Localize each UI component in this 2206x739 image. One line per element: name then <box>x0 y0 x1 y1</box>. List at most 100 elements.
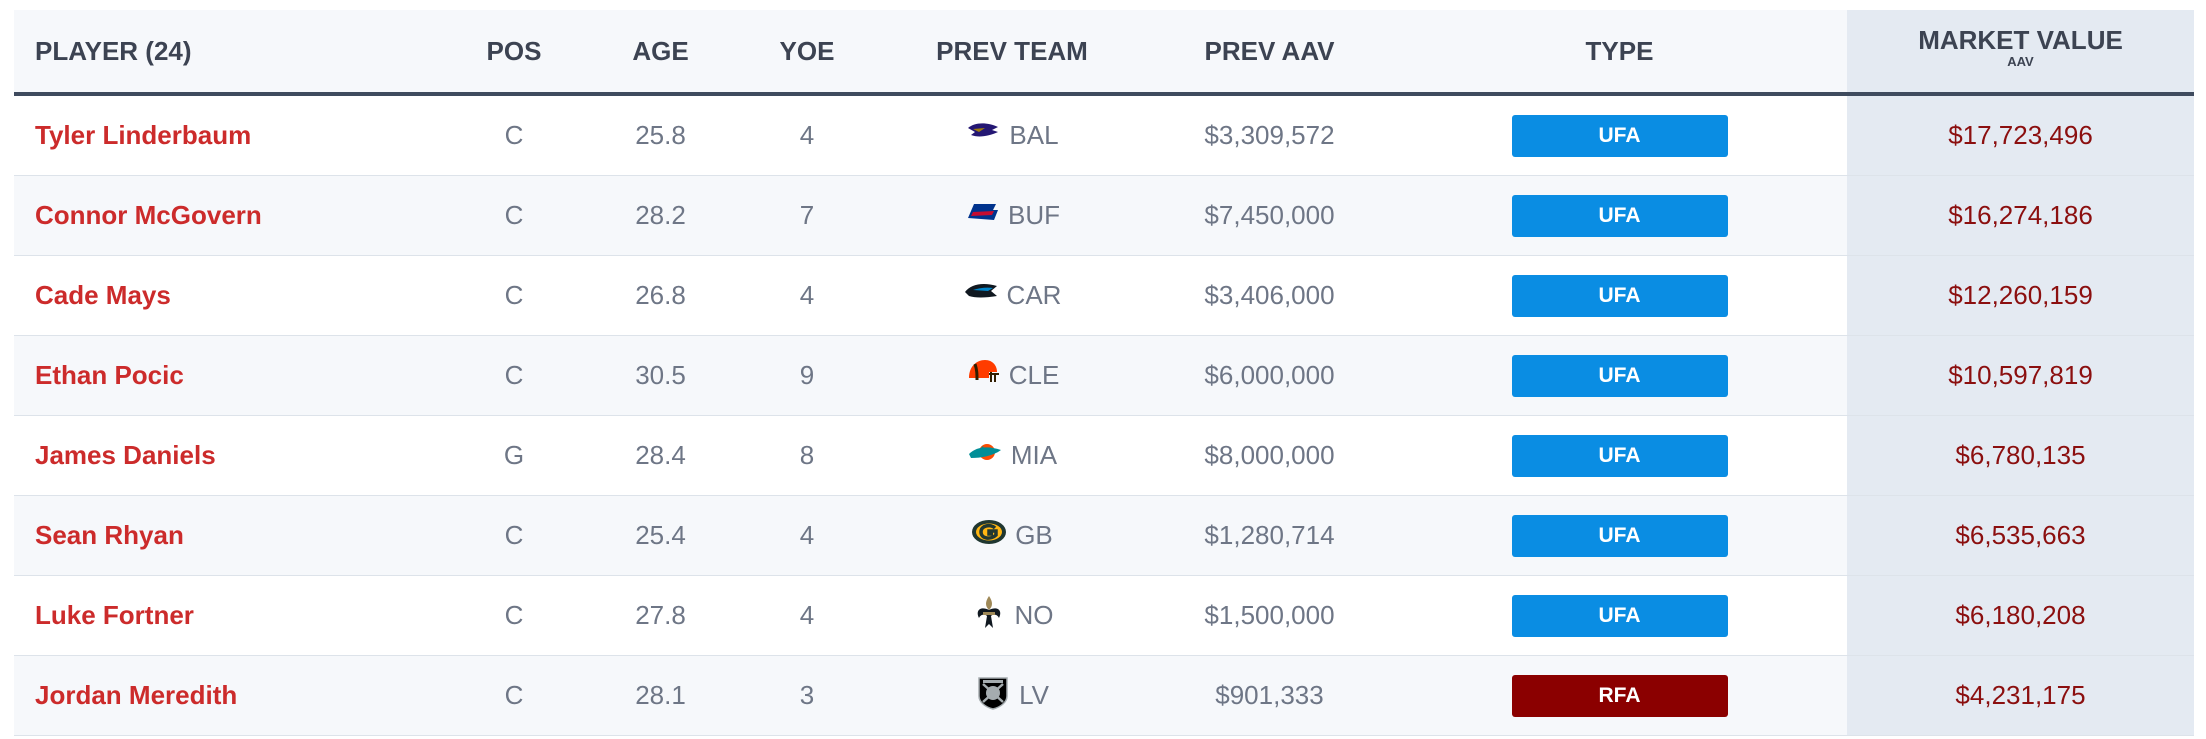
yoe-cell: 4 <box>737 94 877 176</box>
prev-aav-cell: $6,000,000 <box>1147 335 1392 416</box>
panthers-logo-icon <box>963 274 999 317</box>
type-cell: UFA <box>1392 94 1847 176</box>
prev-team-cell: BUF <box>877 175 1147 256</box>
table-header: PLAYER (24) POS AGE YOE PREV TEAM PREV A… <box>14 10 2194 96</box>
market-value-cell: $17,723,496 <box>1847 94 2194 176</box>
prev-aav-cell: $901,333 <box>1147 655 1392 736</box>
bills-logo-icon <box>964 194 1000 237</box>
table-row[interactable]: Luke Fortner C 27.8 4 NO $1,500,000 UFA $6,180,… <box>14 575 2194 656</box>
free-agent-table-container: PLAYER (24) POS AGE YOE PREV TEAM PREV A… <box>14 10 2194 736</box>
pos-cell: C <box>444 255 584 336</box>
player-name-cell[interactable]: Ethan Pocic <box>14 335 444 416</box>
prev-aav-cell: $8,000,000 <box>1147 415 1392 496</box>
age-cell: 27.8 <box>584 575 737 656</box>
type-cell: UFA <box>1392 495 1847 576</box>
player-name-link[interactable]: Connor McGovern <box>35 200 262 230</box>
pos-cell: C <box>444 335 584 416</box>
prev-team-abbr: BUF <box>1008 200 1060 230</box>
header-prev-aav[interactable]: PREV AAV <box>1147 10 1392 96</box>
type-badge: RFA <box>1511 674 1728 717</box>
type-badge: UFA <box>1511 514 1728 557</box>
table-row[interactable]: Tyler Linderbaum C 25.8 4 BAL $3,309,572 UFA $1… <box>14 94 2194 176</box>
yoe-cell: 8 <box>737 415 877 496</box>
prev-team-abbr: CAR <box>1006 280 1062 310</box>
prev-team-abbr: BAL <box>1009 120 1059 150</box>
table-row[interactable]: Connor McGovern C 28.2 7 BUF $7,450,000 UFA $16… <box>14 175 2194 256</box>
header-market-value[interactable]: MARKET VALUE AAV <box>1847 10 2194 96</box>
yoe-cell: 3 <box>737 655 877 736</box>
prev-team-abbr: MIA <box>1010 440 1058 470</box>
prev-aav-cell: $3,309,572 <box>1147 94 1392 176</box>
type-badge: UFA <box>1511 354 1728 397</box>
player-name-link[interactable]: Tyler Linderbaum <box>35 120 252 150</box>
age-cell: 26.8 <box>584 255 737 336</box>
dolphins-logo-icon <box>967 434 1003 477</box>
player-name-link[interactable]: Ethan Pocic <box>35 360 184 390</box>
header-type[interactable]: TYPE <box>1392 10 1847 96</box>
pos-cell: C <box>444 575 584 656</box>
table-row[interactable]: Sean Rhyan C 25.4 4 GB $1,280,714 UFA $6,535,66… <box>14 495 2194 576</box>
pos-cell: C <box>444 655 584 736</box>
type-cell: UFA <box>1392 575 1847 656</box>
header-player[interactable]: PLAYER (24) <box>14 10 444 96</box>
type-cell: UFA <box>1392 175 1847 256</box>
type-cell: UFA <box>1392 335 1847 416</box>
prev-team-abbr: CLE <box>1008 360 1060 390</box>
yoe-cell: 4 <box>737 575 877 656</box>
age-cell: 25.8 <box>584 94 737 176</box>
market-value-cell: $12,260,159 <box>1847 255 2194 336</box>
type-cell: RFA <box>1392 655 1847 736</box>
pos-cell: G <box>444 415 584 496</box>
type-badge: UFA <box>1511 594 1728 637</box>
player-name-cell[interactable]: Cade Mays <box>14 255 444 336</box>
market-value-cell: $6,180,208 <box>1847 575 2194 656</box>
pos-cell: C <box>444 175 584 256</box>
header-pos[interactable]: POS <box>444 10 584 96</box>
market-value-cell: $16,274,186 <box>1847 175 2194 256</box>
player-name-link[interactable]: Luke Fortner <box>35 600 194 630</box>
player-name-cell[interactable]: Jordan Meredith <box>14 655 444 736</box>
prev-team-cell: GB <box>877 495 1147 576</box>
prev-team-cell: LV <box>877 655 1147 736</box>
age-cell: 28.1 <box>584 655 737 736</box>
player-name-link[interactable]: Jordan Meredith <box>35 680 238 710</box>
type-cell: UFA <box>1392 415 1847 496</box>
header-market-value-sub: AAV <box>2007 54 2034 69</box>
header-prev-team[interactable]: PREV TEAM <box>877 10 1147 96</box>
table-row[interactable]: Ethan Pocic C 30.5 9 CLE $6,000,000 UFA $10,597… <box>14 335 2194 416</box>
table-row[interactable]: James Daniels G 28.4 8 MIA $8,000,000 UFA $6,78… <box>14 415 2194 496</box>
packers-logo-icon <box>971 514 1007 557</box>
player-name-link[interactable]: Sean Rhyan <box>35 520 184 550</box>
player-name-cell[interactable]: Luke Fortner <box>14 575 444 656</box>
pos-cell: C <box>444 94 584 176</box>
saints-logo-icon <box>971 594 1007 637</box>
player-name-cell[interactable]: Tyler Linderbaum <box>14 94 444 176</box>
header-yoe[interactable]: YOE <box>737 10 877 96</box>
header-market-value-label: MARKET VALUE <box>1918 25 2123 55</box>
player-name-link[interactable]: Cade Mays <box>35 280 171 310</box>
browns-logo-icon <box>965 354 1001 397</box>
prev-team-cell: CAR <box>877 255 1147 336</box>
prev-team-cell: BAL <box>877 94 1147 176</box>
prev-aav-cell: $7,450,000 <box>1147 175 1392 256</box>
type-badge: UFA <box>1511 114 1728 157</box>
player-name-cell[interactable]: Sean Rhyan <box>14 495 444 576</box>
prev-team-cell: MIA <box>877 415 1147 496</box>
player-name-link[interactable]: James Daniels <box>35 440 216 470</box>
type-cell: UFA <box>1392 255 1847 336</box>
prev-aav-cell: $3,406,000 <box>1147 255 1392 336</box>
player-name-cell[interactable]: James Daniels <box>14 415 444 496</box>
type-badge: UFA <box>1511 434 1728 477</box>
table-row[interactable]: Cade Mays C 26.8 4 CAR $3,406,000 UFA $12,260,1… <box>14 255 2194 336</box>
header-age[interactable]: AGE <box>584 10 737 96</box>
player-name-cell[interactable]: Connor McGovern <box>14 175 444 256</box>
yoe-cell: 7 <box>737 175 877 256</box>
free-agent-table: PLAYER (24) POS AGE YOE PREV TEAM PREV A… <box>14 10 2194 736</box>
market-value-cell: $10,597,819 <box>1847 335 2194 416</box>
market-value-cell: $6,780,135 <box>1847 415 2194 496</box>
prev-team-abbr: GB <box>1015 520 1053 550</box>
header-row: PLAYER (24) POS AGE YOE PREV TEAM PREV A… <box>14 10 2194 96</box>
table-body: Tyler Linderbaum C 25.8 4 BAL $3,309,572 UFA $1… <box>14 94 2194 736</box>
table-row[interactable]: Jordan Meredith C 28.1 3 LV $901,333 RFA $4,231… <box>14 655 2194 736</box>
pos-cell: C <box>444 495 584 576</box>
